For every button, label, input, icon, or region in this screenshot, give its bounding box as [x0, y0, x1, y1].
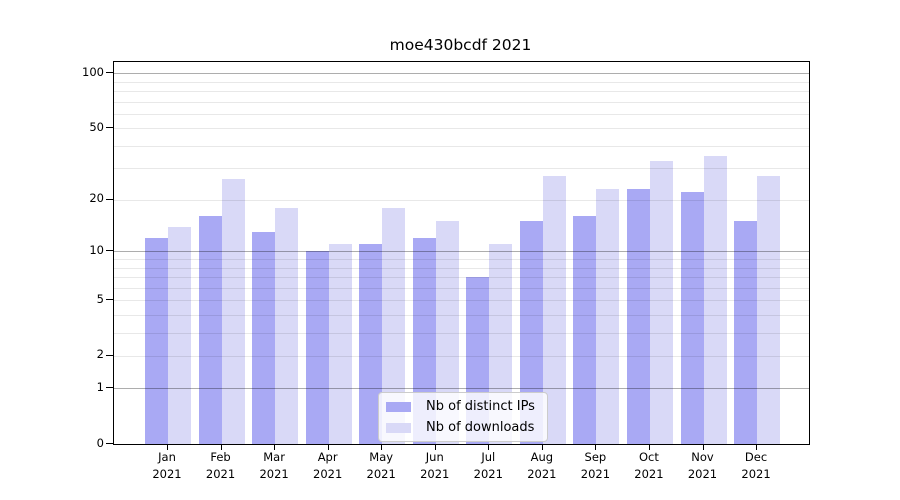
gridline-80 [114, 91, 809, 93]
y-tick-mark-5 [106, 299, 113, 301]
x-tick-mark-jun [434, 444, 436, 450]
x-tick-label-jul: Jul 2021 [473, 450, 503, 481]
bar-downloads-jan [168, 226, 191, 444]
legend: Nb of distinct IPs Nb of downloads [378, 392, 548, 442]
legend-label-distinct-ips: Nb of distinct IPs [426, 399, 535, 414]
bar-distinct-ips-apr [305, 251, 329, 444]
gridline-20 [114, 199, 809, 201]
x-tick-mark-aug [541, 444, 543, 450]
y-tick-mark-1 [106, 387, 113, 389]
gridline-4 [114, 314, 809, 316]
x-tick-mark-mar [274, 444, 276, 450]
gridline-10 [114, 251, 809, 253]
x-tick-label-apr: Apr 2021 [313, 450, 343, 481]
x-tick-label-jan: Jan 2021 [152, 450, 182, 481]
x-tick-mark-oct [648, 444, 650, 450]
x-tick-mark-may [381, 444, 383, 450]
bar-distinct-ips-feb [198, 216, 222, 444]
bar-distinct-ips-nov [680, 192, 704, 444]
bar-distinct-ips-jan [145, 238, 168, 444]
legend-label-downloads: Nb of downloads [426, 420, 535, 435]
x-tick-label-feb: Feb 2021 [205, 450, 236, 481]
bar-downloads-feb [221, 179, 245, 444]
legend-swatch-downloads [386, 422, 411, 433]
y-tick-mark-0 [106, 443, 113, 444]
y-tick-label-5: 5 [96, 291, 104, 306]
x-tick-label-sep: Sep 2021 [580, 450, 611, 481]
bar-distinct-ips-dec [734, 221, 758, 444]
bar-downloads-may [382, 207, 406, 444]
x-tick-mark-nov [702, 444, 704, 450]
y-tick-label-100: 100 [82, 64, 104, 79]
gridline-40 [114, 145, 809, 147]
gridline-3 [114, 332, 809, 334]
x-tick-mark-apr [327, 444, 329, 450]
x-tick-label-aug: Aug 2021 [527, 450, 557, 481]
bar-distinct-ips-oct [626, 188, 650, 444]
legend-entry-distinct-ips: Nb of distinct IPs [386, 400, 535, 413]
x-tick-mark-dec [756, 444, 758, 450]
gridline-2 [114, 355, 809, 357]
gridline-90 [114, 81, 809, 83]
x-tick-label-mar: Mar 2021 [259, 450, 289, 481]
plot-area [113, 61, 810, 445]
bar-downloads-mar [275, 207, 299, 444]
bar-downloads-oct [649, 160, 673, 444]
chart-title: moe430bcdf 2021 [389, 36, 532, 54]
bar-distinct-ips-mar [252, 232, 276, 444]
y-tick-label-2: 2 [96, 347, 104, 362]
gridline-30 [114, 168, 809, 170]
y-tick-mark-20 [106, 198, 113, 200]
y-tick-mark-2 [106, 354, 113, 356]
gridline-60 [114, 113, 809, 115]
bar-distinct-ips-sep [573, 216, 597, 444]
x-tick-label-jun: Jun 2021 [420, 450, 450, 481]
y-tick-label-10: 10 [89, 242, 104, 257]
x-tick-label-may: May 2021 [366, 450, 396, 481]
bar-downloads-jun [435, 221, 459, 444]
gridline-1 [114, 388, 809, 390]
gridline-100 [114, 73, 809, 75]
y-tick-mark-10 [106, 250, 113, 252]
x-tick-mark-feb [220, 444, 222, 450]
bar-downloads-dec [757, 176, 781, 444]
bar-downloads-nov [703, 156, 727, 444]
x-tick-label-nov: Nov 2021 [687, 450, 718, 481]
gridline-9 [114, 259, 809, 261]
x-tick-mark-jan [167, 444, 168, 450]
y-tick-mark-100 [106, 72, 113, 74]
gridline-70 [114, 101, 809, 103]
bar-distinct-ips-may [359, 244, 383, 444]
x-tick-label-oct: Oct 2021 [634, 450, 664, 481]
gridline-5 [114, 300, 809, 302]
y-tick-mark-50 [106, 127, 113, 129]
y-tick-label-20: 20 [89, 191, 104, 206]
bar-distinct-ips-aug [519, 221, 543, 444]
bar-downloads-sep [596, 188, 620, 444]
legend-swatch-distinct-ips [386, 401, 411, 412]
bar-downloads-apr [328, 244, 352, 444]
gridline-6 [114, 287, 809, 289]
x-tick-mark-jul [488, 444, 490, 450]
y-tick-label-50: 50 [89, 119, 104, 134]
x-tick-mark-sep [595, 444, 597, 450]
y-tick-label-1: 1 [96, 379, 104, 394]
x-tick-label-dec: Dec 2021 [741, 450, 771, 481]
gridline-7 [114, 277, 809, 279]
bar-downloads-aug [542, 176, 566, 444]
gridline-50 [114, 128, 809, 130]
gridline-8 [114, 267, 809, 269]
legend-entry-downloads: Nb of downloads [386, 421, 535, 434]
y-tick-label-0: 0 [96, 435, 104, 450]
